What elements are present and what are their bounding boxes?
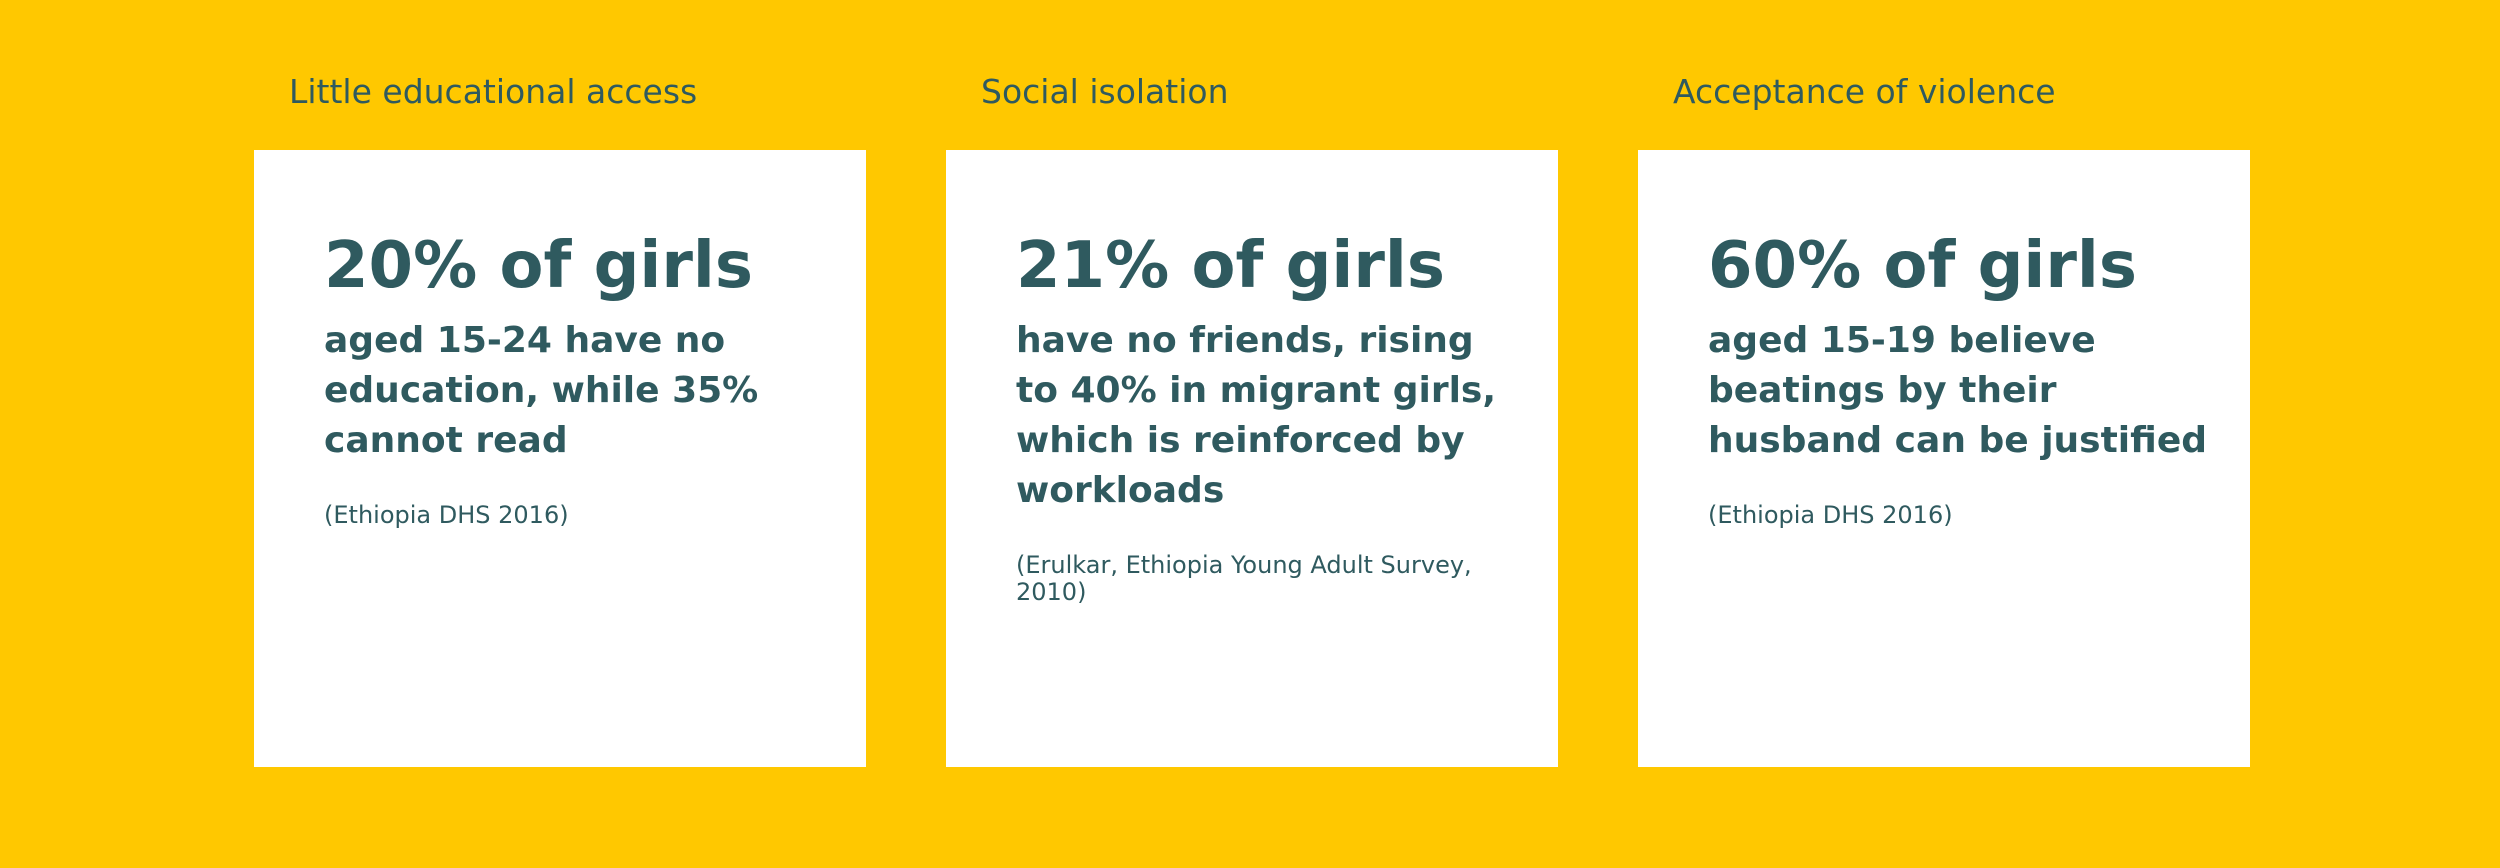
stat-source: (Ethiopia DHS 2016)	[324, 501, 569, 529]
stat-headline: 20% of girls	[324, 229, 753, 303]
stat-headline: 21% of girls	[1016, 229, 1445, 303]
stat-description: aged 15-19 believe beatings by their hus…	[1708, 320, 2208, 461]
column-heading: Acceptance of violence	[1673, 72, 2056, 111]
column-heading: Little educational access	[289, 72, 698, 111]
stat-source: (Erulkar, Ethiopia Young Adult Survey, 2…	[1016, 551, 1472, 606]
stat-card: 20% of girls aged 15-24 have no educatio…	[254, 150, 866, 767]
stat-description: have no friends, rising to 40% in migran…	[1016, 320, 1497, 511]
stat-headline: 60% of girls	[1708, 229, 2137, 303]
stat-description: aged 15-24 have no education, while 35% …	[324, 320, 759, 461]
stat-card: 60% of girls aged 15-19 believe beatings…	[1638, 150, 2250, 767]
stat-source: (Ethiopia DHS 2016)	[1708, 501, 1953, 529]
column-heading: Social isolation	[981, 72, 1229, 111]
stat-card: 21% of girls have no friends, rising to …	[946, 150, 1558, 767]
